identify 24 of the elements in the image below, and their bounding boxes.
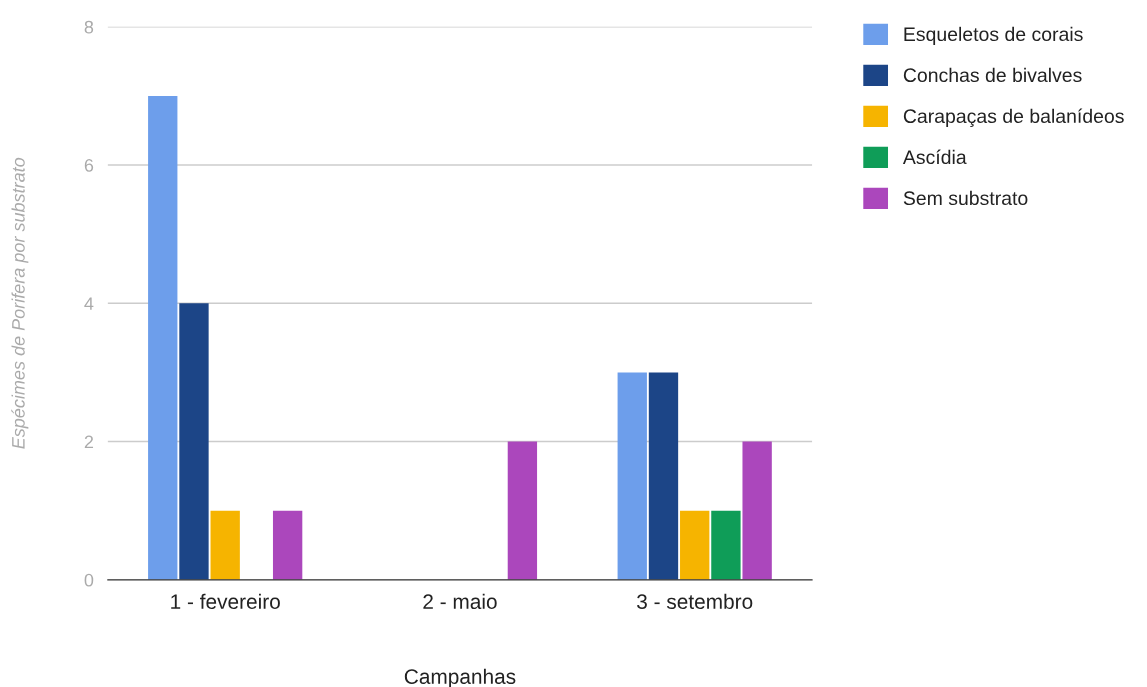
legend-label: Ascídia: [902, 149, 967, 165]
bar: [179, 303, 209, 580]
y-tick-label: 2: [84, 435, 94, 449]
bar: [617, 372, 647, 580]
y-tick-label: 6: [84, 158, 94, 172]
bar: [680, 510, 710, 580]
legend-label: Esqueletos de corais: [904, 26, 1083, 45]
x-tick-label: 2 - maio: [423, 593, 497, 610]
legend-label: Carapaças de balanídeos: [903, 108, 1124, 127]
bar: [210, 510, 240, 580]
legend-label: Conchas de bivalves: [903, 67, 1082, 83]
x-tick-label: 3 - setembro: [637, 593, 753, 610]
x-tick-label: 1 - fevereiro: [171, 593, 280, 610]
bar: [742, 441, 772, 580]
bar: [711, 510, 741, 580]
bar: [272, 510, 303, 580]
y-tick-label: 0: [84, 573, 94, 587]
bar: [507, 441, 538, 580]
bar: [148, 95, 178, 580]
y-axis-title: Espécimes de Porifera por substrato: [11, 157, 29, 449]
bar: [648, 372, 679, 580]
y-tick-label: 4: [84, 297, 94, 310]
legend-label: Sem substrato: [903, 190, 1028, 206]
y-tick-label: 8: [84, 20, 94, 34]
